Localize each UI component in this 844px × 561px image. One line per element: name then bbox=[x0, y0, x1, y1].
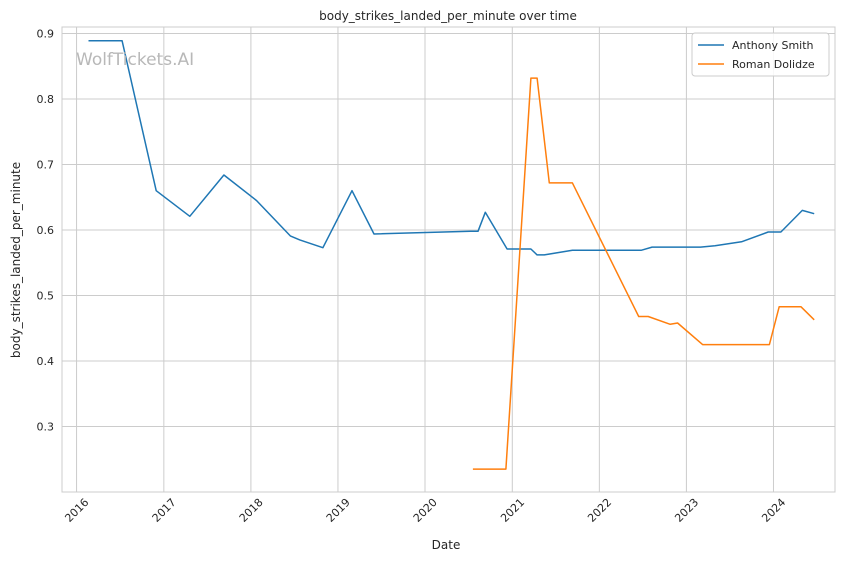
x-tick-label: 2016 bbox=[62, 496, 91, 525]
x-tick-label: 2023 bbox=[672, 496, 701, 525]
y-axis-label: body_strikes_landed_per_minute bbox=[9, 162, 23, 358]
legend: Anthony Smith Roman Dolidze bbox=[691, 32, 830, 77]
y-tick-label: 0.3 bbox=[37, 421, 55, 434]
y-tick-label: 0.4 bbox=[37, 355, 55, 368]
series-line-roman-dolidze bbox=[472, 77, 815, 470]
x-axis-label: Date bbox=[432, 538, 461, 552]
series-line-anthony-smith bbox=[88, 40, 815, 256]
x-tick-label: 2017 bbox=[150, 496, 179, 525]
legend-label-anthony-smith: Anthony Smith bbox=[732, 39, 814, 52]
x-tick-label: 2018 bbox=[237, 496, 266, 525]
grid bbox=[62, 27, 835, 492]
legend-box bbox=[691, 32, 830, 77]
y-tick-label: 0.7 bbox=[37, 159, 55, 172]
y-tick-label: 0.5 bbox=[37, 290, 55, 303]
y-tick-label: 0.9 bbox=[37, 28, 55, 41]
series-lines bbox=[88, 40, 815, 470]
watermark: WolfTickets.AI bbox=[76, 50, 194, 70]
plot-area bbox=[61, 26, 836, 493]
x-tick-label: 2024 bbox=[759, 496, 788, 525]
x-ticks: 2016 2017 2018 2019 2020 2021 2022 2023 2024 bbox=[62, 496, 788, 525]
x-tick-label: 2022 bbox=[585, 496, 614, 525]
legend-label-roman-dolidze: Roman Dolidze bbox=[732, 58, 815, 71]
x-tick-label: 2021 bbox=[498, 496, 527, 525]
chart-title: body_strikes_landed_per_minute over time bbox=[319, 9, 577, 23]
y-tick-label: 0.8 bbox=[37, 93, 55, 106]
x-tick-label: 2020 bbox=[411, 496, 440, 525]
x-tick-label: 2019 bbox=[324, 496, 353, 525]
y-tick-label: 0.6 bbox=[37, 224, 55, 237]
y-ticks: 0.3 0.4 0.5 0.6 0.7 0.8 0.9 bbox=[37, 28, 55, 434]
